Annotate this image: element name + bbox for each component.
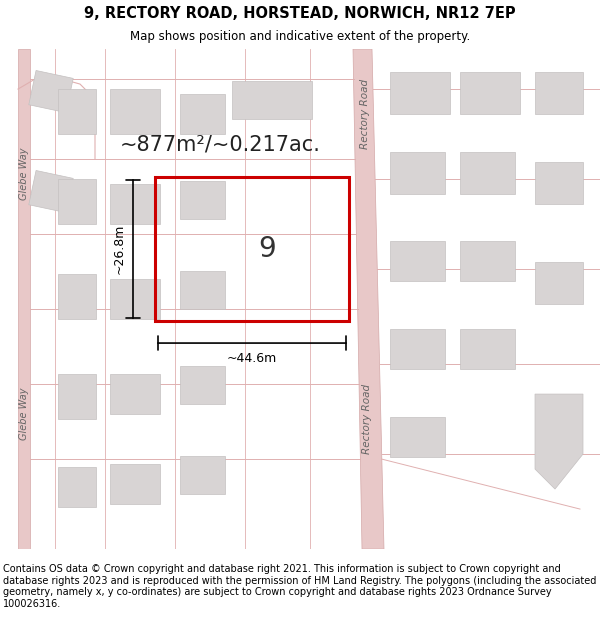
Text: ~26.8m: ~26.8m xyxy=(113,224,125,274)
Bar xyxy=(535,162,583,204)
Bar xyxy=(390,329,445,369)
Text: Glebe Way: Glebe Way xyxy=(19,388,29,440)
Text: 9: 9 xyxy=(258,235,276,263)
Bar xyxy=(180,366,225,404)
Bar xyxy=(110,89,160,134)
Bar xyxy=(110,464,160,504)
Bar xyxy=(180,271,225,309)
Polygon shape xyxy=(353,49,384,549)
Polygon shape xyxy=(535,394,583,489)
Bar xyxy=(390,72,450,114)
Bar xyxy=(58,274,96,319)
Bar xyxy=(460,329,515,369)
Bar xyxy=(155,177,349,321)
Bar xyxy=(29,171,73,212)
Bar xyxy=(58,179,96,224)
Text: Glebe Way: Glebe Way xyxy=(19,148,29,200)
Bar xyxy=(58,374,96,419)
Bar xyxy=(29,71,73,112)
Text: Rectory Road: Rectory Road xyxy=(359,79,370,149)
Bar xyxy=(460,152,515,194)
Bar xyxy=(535,72,583,114)
Polygon shape xyxy=(18,49,30,549)
Text: Rectory Road: Rectory Road xyxy=(362,384,373,454)
Bar xyxy=(58,89,96,134)
Bar xyxy=(180,456,225,494)
Bar xyxy=(58,467,96,507)
Bar xyxy=(232,81,312,119)
Bar xyxy=(535,262,583,304)
Text: Map shows position and indicative extent of the property.: Map shows position and indicative extent… xyxy=(130,30,470,43)
Bar xyxy=(180,181,225,219)
Text: ~877m²/~0.217ac.: ~877m²/~0.217ac. xyxy=(119,134,320,154)
Bar xyxy=(180,94,225,134)
Text: 9, RECTORY ROAD, HORSTEAD, NORWICH, NR12 7EP: 9, RECTORY ROAD, HORSTEAD, NORWICH, NR12… xyxy=(84,6,516,21)
Bar xyxy=(390,417,445,457)
Bar xyxy=(390,152,445,194)
Bar xyxy=(390,241,445,281)
Bar xyxy=(460,72,520,114)
Text: ~44.6m: ~44.6m xyxy=(227,351,277,364)
Text: Contains OS data © Crown copyright and database right 2021. This information is : Contains OS data © Crown copyright and d… xyxy=(4,564,596,609)
Bar xyxy=(110,374,160,414)
Bar xyxy=(110,279,160,319)
Bar xyxy=(110,184,160,224)
Bar xyxy=(460,241,515,281)
